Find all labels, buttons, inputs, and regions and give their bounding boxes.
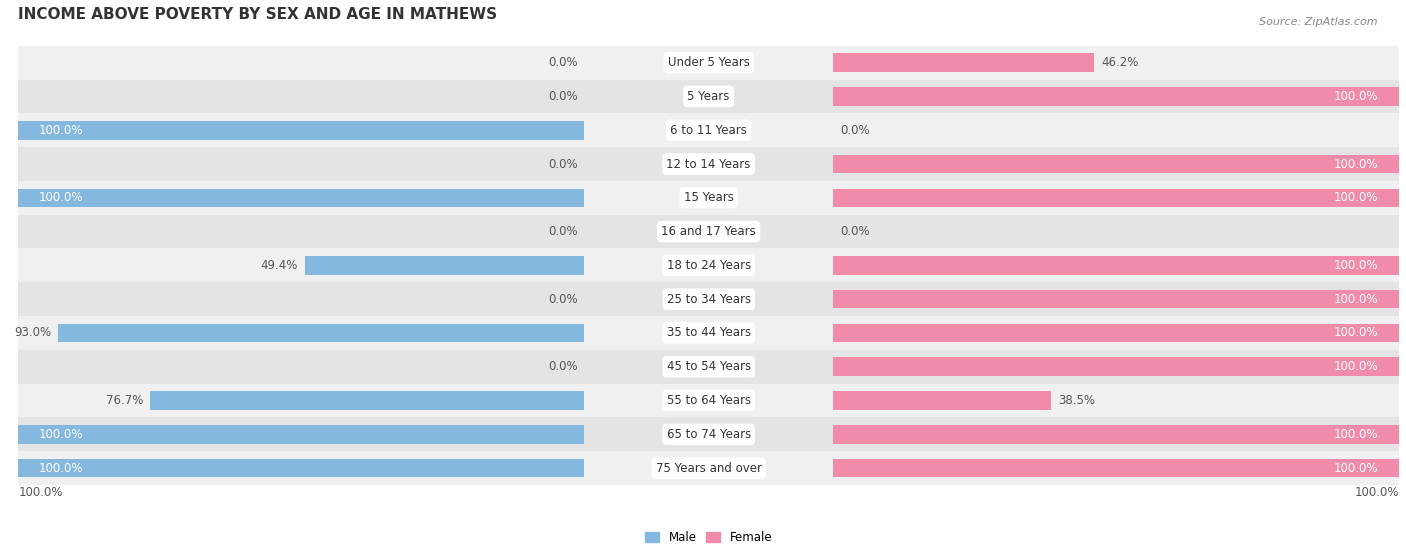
Bar [832, 391, 1050, 410]
Text: 49.4%: 49.4% [260, 259, 298, 272]
Bar [18, 350, 1399, 383]
Bar [832, 290, 1399, 309]
Text: 6 to 11 Years: 6 to 11 Years [671, 124, 747, 137]
Bar [150, 391, 585, 410]
Text: 100.0%: 100.0% [39, 462, 83, 475]
Bar [18, 181, 1399, 215]
Bar [18, 147, 1399, 181]
Text: 12 to 14 Years: 12 to 14 Years [666, 158, 751, 170]
Text: 0.0%: 0.0% [548, 90, 578, 103]
Bar [18, 121, 585, 140]
Bar [18, 248, 1399, 282]
Text: 55 to 64 Years: 55 to 64 Years [666, 394, 751, 407]
Text: 18 to 24 Years: 18 to 24 Years [666, 259, 751, 272]
Text: 15 Years: 15 Years [683, 191, 734, 204]
Text: 35 to 44 Years: 35 to 44 Years [666, 326, 751, 339]
Text: 100.0%: 100.0% [1334, 360, 1378, 373]
Bar [18, 282, 1399, 316]
Text: 100.0%: 100.0% [39, 428, 83, 441]
Text: 100.0%: 100.0% [1334, 326, 1378, 339]
Text: 93.0%: 93.0% [14, 326, 51, 339]
Text: 45 to 54 Years: 45 to 54 Years [666, 360, 751, 373]
Bar [18, 459, 585, 477]
Text: 0.0%: 0.0% [839, 124, 869, 137]
Bar [18, 46, 1399, 79]
Text: 76.7%: 76.7% [105, 394, 143, 407]
Text: 0.0%: 0.0% [548, 56, 578, 69]
Bar [832, 188, 1399, 207]
Text: Under 5 Years: Under 5 Years [668, 56, 749, 69]
Bar [832, 155, 1399, 173]
Bar [832, 459, 1399, 477]
Bar [305, 256, 585, 274]
Bar [832, 256, 1399, 274]
Bar [832, 425, 1399, 444]
Bar [18, 451, 1399, 485]
Text: 100.0%: 100.0% [1334, 191, 1378, 204]
Text: 100.0%: 100.0% [1334, 428, 1378, 441]
Bar [18, 418, 1399, 451]
Text: 0.0%: 0.0% [548, 293, 578, 306]
Text: 100.0%: 100.0% [1354, 486, 1399, 499]
Text: 16 and 17 Years: 16 and 17 Years [661, 225, 756, 238]
Bar [18, 425, 585, 444]
Text: 0.0%: 0.0% [548, 225, 578, 238]
Text: Source: ZipAtlas.com: Source: ZipAtlas.com [1260, 17, 1378, 27]
Text: 100.0%: 100.0% [39, 124, 83, 137]
Text: 0.0%: 0.0% [548, 158, 578, 170]
Bar [18, 188, 585, 207]
Text: 5 Years: 5 Years [688, 90, 730, 103]
Text: 100.0%: 100.0% [1334, 90, 1378, 103]
Bar [18, 383, 1399, 418]
Bar [832, 357, 1399, 376]
Bar [58, 324, 585, 342]
Text: 65 to 74 Years: 65 to 74 Years [666, 428, 751, 441]
Text: INCOME ABOVE POVERTY BY SEX AND AGE IN MATHEWS: INCOME ABOVE POVERTY BY SEX AND AGE IN M… [18, 7, 498, 22]
Bar [18, 316, 1399, 350]
Text: 100.0%: 100.0% [1334, 259, 1378, 272]
Text: 46.2%: 46.2% [1101, 56, 1139, 69]
Text: 38.5%: 38.5% [1057, 394, 1095, 407]
Bar [18, 113, 1399, 147]
Text: 0.0%: 0.0% [548, 360, 578, 373]
Text: 100.0%: 100.0% [1334, 462, 1378, 475]
Text: 100.0%: 100.0% [39, 191, 83, 204]
Text: 100.0%: 100.0% [1334, 293, 1378, 306]
Bar [18, 215, 1399, 248]
Bar [832, 53, 1094, 72]
Bar [832, 324, 1399, 342]
Text: 25 to 34 Years: 25 to 34 Years [666, 293, 751, 306]
Legend: Male, Female: Male, Female [645, 532, 772, 544]
Bar [832, 87, 1399, 106]
Text: 0.0%: 0.0% [839, 225, 869, 238]
Text: 75 Years and over: 75 Years and over [655, 462, 762, 475]
Bar [18, 79, 1399, 113]
Text: 100.0%: 100.0% [1334, 158, 1378, 170]
Text: 100.0%: 100.0% [18, 486, 63, 499]
